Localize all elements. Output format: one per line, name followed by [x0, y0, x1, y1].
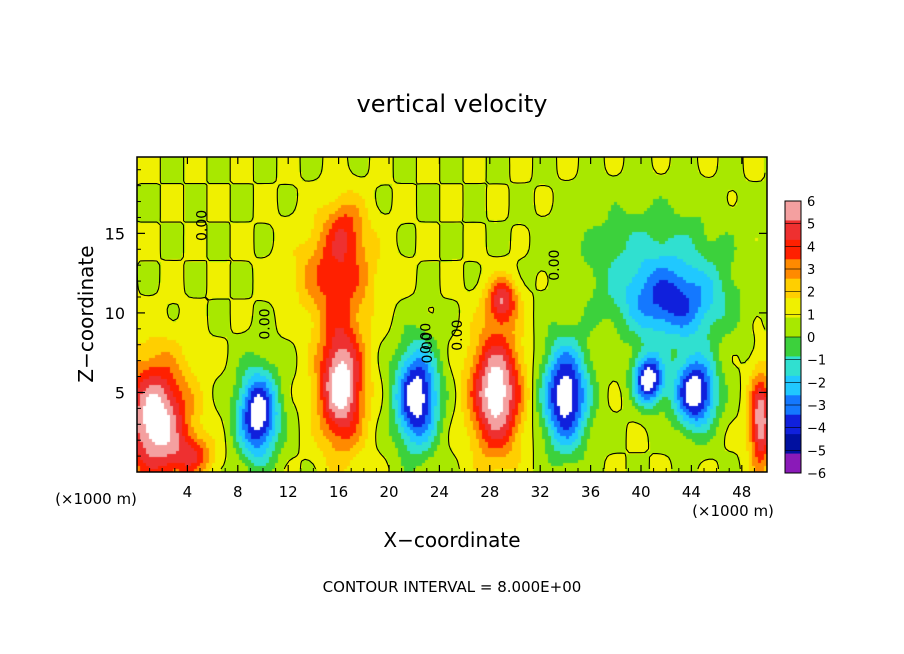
colorbar-swatch: [785, 239, 801, 260]
contour-label: 0.00: [257, 308, 273, 339]
contour-label: 0.00: [547, 250, 563, 281]
contour-label: 0.00: [420, 332, 436, 363]
contour-label: 0.00: [419, 323, 435, 354]
x-tick-label: 44: [682, 483, 701, 501]
contour-label: 0.00: [450, 320, 466, 351]
y-tick-label: 5: [115, 383, 125, 402]
contour-line: [136, 156, 766, 470]
colorbar-label: −3: [807, 399, 826, 414]
colorbar-label: −2: [807, 376, 826, 391]
x-tick-label: 20: [379, 483, 398, 501]
colorbar-label: 4: [807, 240, 815, 255]
x-axis-label: X−coordinate: [383, 528, 520, 552]
contour-lines: [136, 156, 766, 470]
colorbar-label: −5: [807, 444, 826, 459]
x-axis-ticks: 4 8 12 16 20 24 28 32 36 40 44 48: [149, 157, 755, 501]
x-tick-label: 48: [732, 483, 751, 501]
y-tick-label: 15: [105, 224, 125, 243]
x-tick-label: 16: [329, 483, 348, 501]
colorbar-swatch: [785, 220, 801, 241]
colorbar-swatch: [785, 453, 801, 474]
colorbar-swatch: [785, 298, 801, 319]
colorbar-swatch: [785, 278, 801, 299]
colorbar-swatch: [785, 356, 801, 377]
chart-title: vertical velocity: [357, 90, 548, 118]
colorbar-label: 1: [807, 308, 815, 323]
contour-interval-note: CONTOUR INTERVAL = 8.000E+00: [323, 578, 582, 596]
contour-label: 0.00: [194, 210, 210, 241]
x-tick-label: 8: [233, 483, 243, 501]
x-tick-label: 12: [279, 483, 298, 501]
x-unit-right: (×1000 m): [692, 502, 774, 520]
y-axis-label: Z−coordinate: [74, 245, 98, 382]
heatmap-field: [137, 157, 767, 472]
colorbar-label: 0: [807, 331, 815, 346]
colorbar-swatch: [785, 434, 801, 455]
y-tick-label: 10: [105, 304, 125, 323]
y-axis-ticks: 5 10 15: [105, 169, 767, 457]
colorbar-label: −4: [807, 422, 826, 437]
colorbar-label: 2: [807, 286, 815, 301]
colorbar-swatch: [785, 201, 801, 221]
x-unit-left: (×1000 m): [55, 490, 137, 508]
colorbar-swatch: [785, 375, 801, 396]
x-tick-label: 36: [581, 483, 600, 501]
colorbar-label: −1: [807, 354, 826, 369]
colorbar-swatch: [785, 317, 801, 338]
contour-labels: 0.000.00 0.00 0.000.000.00: [194, 210, 563, 364]
colorbar-swatch: [785, 414, 801, 435]
x-tick-label: 32: [531, 483, 550, 501]
colorbar-label: 6: [807, 195, 815, 210]
colorbar-label: 5: [807, 218, 815, 233]
x-tick-label: 40: [631, 483, 650, 501]
x-tick-label: 4: [183, 483, 193, 501]
colorbar-label: −6: [807, 467, 826, 482]
x-tick-label: 28: [480, 483, 499, 501]
colorbar: 6 5 4 3 2 1 0 −1 −2 −3 −4 −5 −6: [784, 195, 826, 482]
colorbar-label: 3: [807, 263, 815, 278]
colorbar-swatch: [785, 337, 801, 357]
x-tick-label: 24: [430, 483, 449, 501]
